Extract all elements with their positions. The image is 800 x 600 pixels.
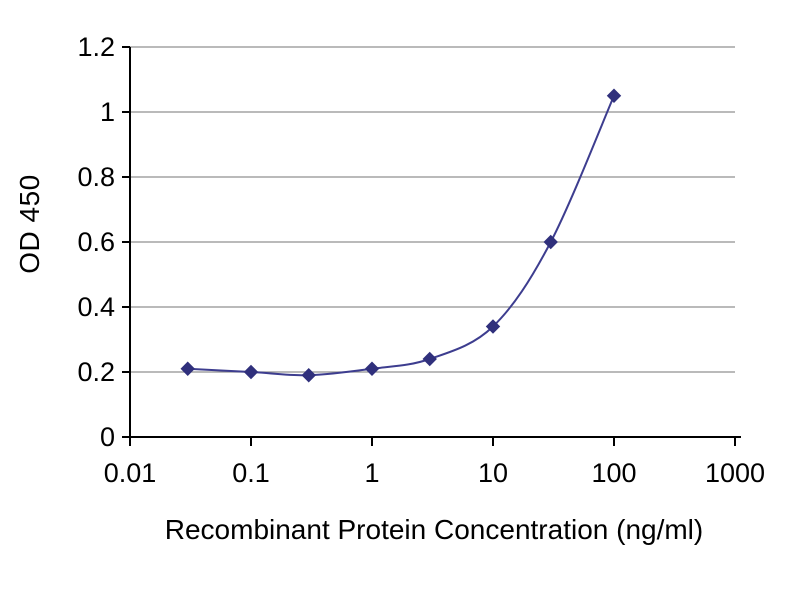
x-tick-label: 0.1 — [232, 458, 270, 488]
y-tick-label: 0.6 — [77, 227, 115, 257]
x-tick-label: 1 — [364, 458, 379, 488]
x-tick-label: 1000 — [705, 458, 765, 488]
data-point-marker — [243, 364, 259, 380]
x-tick-label: 10 — [478, 458, 508, 488]
data-point-marker — [606, 88, 622, 103]
y-tick-label: 0.8 — [77, 162, 115, 192]
data-point-marker — [422, 351, 437, 367]
y-tick-label: 0.2 — [77, 357, 115, 387]
data-point-marker — [543, 234, 558, 250]
data-point-marker — [364, 361, 380, 376]
y-tick-label: 0 — [100, 422, 115, 452]
y-tick-label: 1 — [100, 97, 115, 127]
y-tick-label: 0.4 — [77, 292, 115, 322]
data-point-marker — [485, 319, 501, 334]
data-point-marker — [301, 368, 316, 383]
x-axis-title: Recombinant Protein Concentration (ng/ml… — [164, 514, 704, 545]
x-tick-label: 100 — [591, 458, 636, 488]
y-tick-label: 1.2 — [77, 32, 115, 62]
x-tick-label: 0.01 — [104, 458, 157, 488]
data-point-marker — [180, 361, 195, 376]
